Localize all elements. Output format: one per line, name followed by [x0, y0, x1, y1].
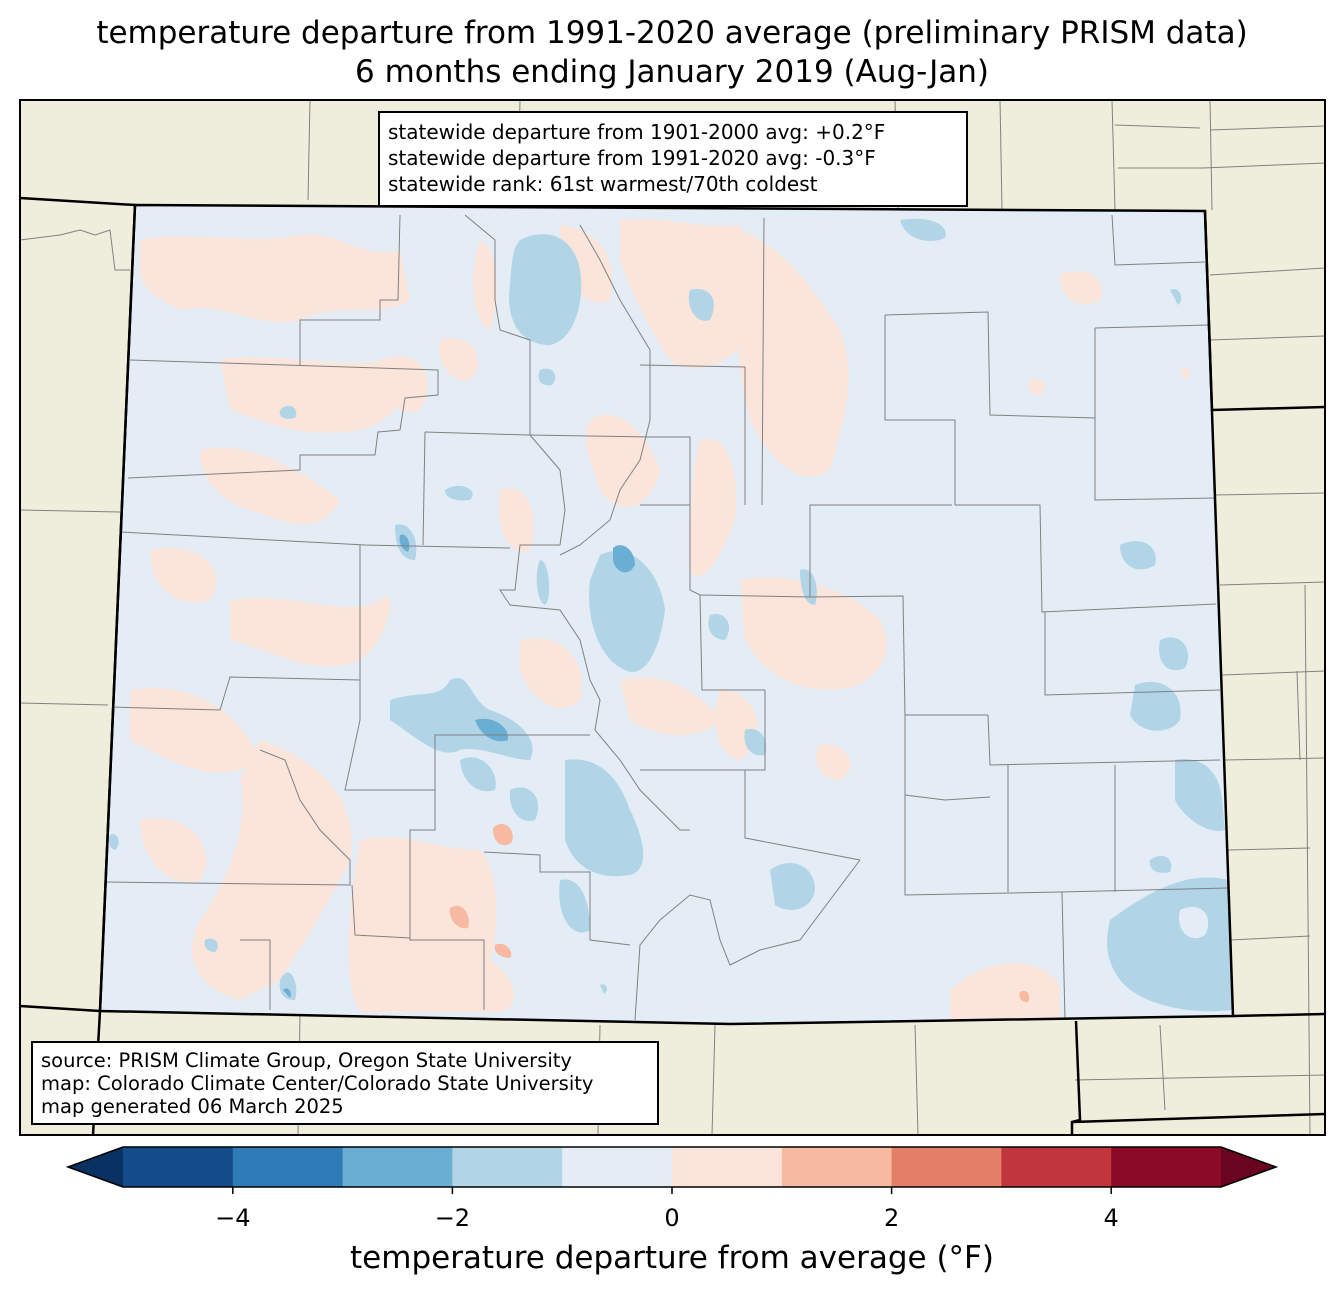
colorbar-tick-label: 4: [1103, 1204, 1119, 1232]
colorbar-bin: [123, 1147, 234, 1187]
stats-line-3: statewide rank: 61st warmest/70th coldes…: [388, 172, 818, 196]
colorbar-over-arrow: [1221, 1147, 1276, 1187]
colorbar-bin: [232, 1147, 344, 1187]
county-lines: [105, 214, 1229, 1021]
colorbar-bin: [891, 1147, 1002, 1187]
statewide-stats-box: statewide departure from 1901-2000 avg: …: [378, 111, 968, 207]
colorbar-bin: [781, 1147, 893, 1187]
stats-line-1: statewide departure from 1901-2000 avg: …: [388, 120, 886, 144]
source-box: source: PRISM Climate Group, Oregon Stat…: [31, 1041, 659, 1125]
map-subtitle: 6 months ending January 2019 (Aug-Jan): [355, 54, 989, 90]
colorbar-tick-label: 2: [883, 1204, 900, 1232]
colorbar-under-arrow: [68, 1147, 123, 1187]
state-borders: [19, 196, 1326, 1136]
map-title: temperature departure from 1991-2020 ave…: [96, 15, 1248, 51]
stats-line-2: statewide departure from 1991-2020 avg: …: [388, 146, 876, 170]
source-line-2: map: Colorado Climate Center/Colorado St…: [41, 1072, 594, 1095]
colorbar-bin: [1001, 1147, 1112, 1187]
colorbar-bin: [562, 1147, 673, 1187]
colorbar: [65, 1146, 1279, 1194]
map-frame: [19, 99, 1326, 1136]
source-line-1: source: PRISM Climate Group, Oregon Stat…: [41, 1049, 572, 1072]
colorbar-outline: [65, 1146, 1279, 1188]
colorbar-bin: [452, 1147, 563, 1187]
colorbar-bin: [1111, 1147, 1222, 1187]
colorbar-tick-label: −2: [434, 1204, 471, 1232]
source-line-3: map generated 06 March 2025: [41, 1095, 344, 1118]
anomaly-patches: [108, 218, 1232, 1020]
colorbar-bin: [672, 1147, 783, 1187]
colorbar-tick-label: −4: [215, 1204, 251, 1232]
colorbar-bin: [342, 1147, 453, 1187]
colorbar-label: temperature departure from average (°F): [350, 1240, 994, 1276]
colorbar-tick-label: 0: [664, 1204, 680, 1232]
